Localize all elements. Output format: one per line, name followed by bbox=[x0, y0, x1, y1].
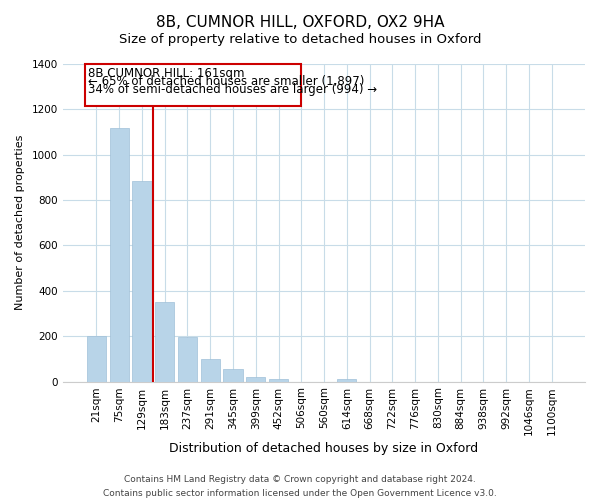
Bar bbox=[178, 338, 197, 382]
Bar bbox=[246, 376, 265, 382]
Bar bbox=[269, 378, 288, 382]
Text: 34% of semi-detached houses are larger (994) →: 34% of semi-detached houses are larger (… bbox=[88, 84, 377, 96]
Bar bbox=[132, 181, 152, 382]
Bar bbox=[337, 380, 356, 382]
Bar bbox=[155, 302, 175, 382]
Bar bbox=[223, 369, 242, 382]
Bar bbox=[200, 359, 220, 382]
X-axis label: Distribution of detached houses by size in Oxford: Distribution of detached houses by size … bbox=[169, 442, 479, 455]
Text: Size of property relative to detached houses in Oxford: Size of property relative to detached ho… bbox=[119, 32, 481, 46]
Text: 8B, CUMNOR HILL, OXFORD, OX2 9HA: 8B, CUMNOR HILL, OXFORD, OX2 9HA bbox=[156, 15, 444, 30]
Y-axis label: Number of detached properties: Number of detached properties bbox=[15, 135, 25, 310]
FancyBboxPatch shape bbox=[85, 64, 301, 106]
Text: ← 65% of detached houses are smaller (1,897): ← 65% of detached houses are smaller (1,… bbox=[88, 76, 365, 88]
Bar bbox=[110, 128, 129, 382]
Text: 8B CUMNOR HILL: 161sqm: 8B CUMNOR HILL: 161sqm bbox=[88, 68, 245, 80]
Text: Contains HM Land Registry data © Crown copyright and database right 2024.
Contai: Contains HM Land Registry data © Crown c… bbox=[103, 476, 497, 498]
Bar bbox=[87, 336, 106, 382]
